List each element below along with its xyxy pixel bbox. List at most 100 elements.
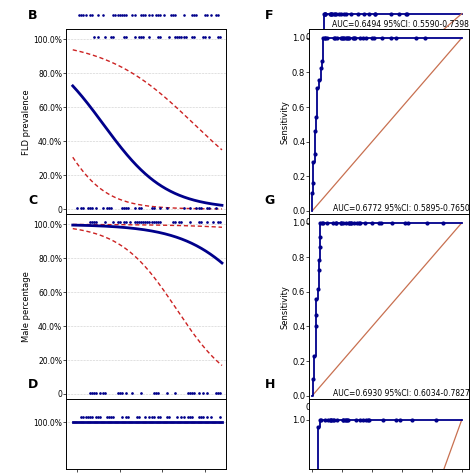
Point (127, 218, 134, 226)
Point (333, 10, 340, 18)
Point (421, 34, 428, 42)
Point (135, 33, 143, 41)
Point (197, 413, 204, 420)
Point (314, 285, 322, 293)
Point (310, 375, 317, 383)
Point (319, 29, 327, 37)
Y-axis label: Sensitivity: Sensitivity (280, 100, 289, 144)
Point (321, 416, 329, 423)
Point (148, 204, 155, 211)
Point (315, 77, 323, 84)
Point (344, 416, 351, 423)
Y-axis label: Male percentage: Male percentage (21, 271, 30, 342)
Point (329, 416, 337, 423)
Point (356, 219, 364, 227)
Point (356, 34, 363, 42)
Point (122, 413, 130, 420)
Point (148, 218, 155, 226)
Point (369, 219, 376, 227)
Point (109, 413, 117, 420)
Point (328, 416, 335, 423)
Point (120, 33, 128, 41)
Point (131, 204, 138, 211)
Point (439, 219, 447, 227)
Point (371, 10, 379, 18)
Point (128, 12, 136, 19)
Point (378, 34, 385, 42)
Point (94, 12, 102, 19)
Point (346, 219, 353, 227)
Point (186, 413, 194, 420)
Point (188, 12, 196, 19)
Point (337, 219, 345, 227)
Point (340, 10, 347, 18)
Point (365, 10, 373, 18)
Point (163, 389, 170, 396)
Point (316, 243, 323, 251)
Point (199, 33, 207, 41)
Point (156, 33, 164, 41)
Point (116, 389, 123, 396)
Point (413, 34, 420, 42)
Point (312, 114, 319, 121)
Point (339, 416, 347, 423)
Point (331, 10, 339, 18)
Point (353, 219, 361, 227)
Point (175, 33, 183, 41)
Point (150, 413, 157, 420)
Point (152, 12, 160, 19)
Point (312, 295, 320, 303)
Point (86, 218, 93, 226)
Point (330, 10, 337, 18)
Point (203, 12, 211, 19)
Point (131, 218, 138, 226)
Point (137, 389, 145, 396)
Point (122, 218, 130, 226)
Point (323, 219, 331, 227)
Point (328, 10, 336, 18)
Point (317, 416, 325, 423)
Point (379, 416, 386, 423)
Point (114, 218, 121, 226)
Point (319, 42, 327, 49)
Point (118, 413, 126, 420)
Point (90, 389, 98, 396)
Point (107, 33, 115, 41)
Point (310, 119, 317, 127)
Point (135, 413, 143, 420)
Point (105, 413, 113, 420)
Point (344, 416, 352, 423)
Point (118, 12, 126, 19)
Point (154, 12, 162, 19)
Point (333, 416, 340, 423)
Point (316, 219, 324, 227)
Point (186, 204, 194, 211)
Point (197, 204, 204, 211)
Point (315, 55, 323, 62)
Point (133, 413, 140, 420)
Point (146, 12, 153, 19)
Point (82, 413, 89, 420)
Point (320, 10, 328, 18)
Point (173, 33, 181, 41)
Point (327, 10, 335, 18)
Point (99, 204, 106, 211)
Point (103, 413, 110, 420)
Point (114, 389, 121, 396)
Point (88, 413, 96, 420)
Point (171, 12, 179, 19)
Point (372, 10, 379, 18)
Point (388, 10, 395, 18)
Text: C: C (28, 194, 37, 207)
Point (365, 416, 372, 423)
Point (152, 389, 160, 396)
Point (309, 180, 317, 187)
Point (141, 413, 149, 420)
Point (309, 132, 317, 139)
Point (101, 389, 109, 396)
Point (192, 12, 200, 19)
Point (392, 34, 400, 42)
Point (77, 413, 85, 420)
Point (97, 413, 104, 420)
Point (101, 33, 109, 41)
